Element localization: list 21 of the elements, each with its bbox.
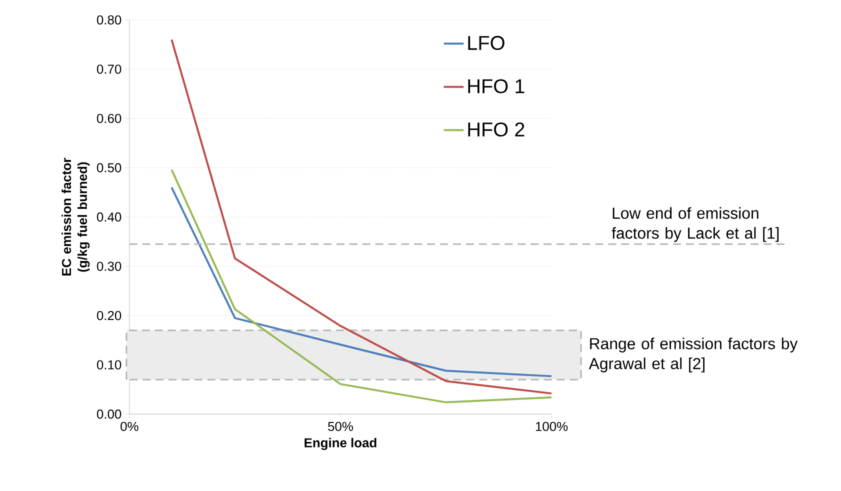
line-series: [170, 186, 553, 378]
y-tick-label: 0.20: [96, 311, 122, 320]
x-tick-label: 100%: [536, 422, 568, 432]
line-series: [170, 168, 553, 404]
x-axis-title: Engine load: [304, 438, 376, 450]
y-tick-label: 0.50: [96, 163, 122, 172]
y-tick-label: 0.30: [96, 262, 122, 271]
y-tick-label: 0.70: [96, 64, 122, 74]
x-tick-label: 50%: [328, 422, 353, 432]
y-tick-label: 0.00: [96, 410, 122, 419]
y-tick-label: 0.80: [96, 15, 122, 25]
legend-label: LFO: [468, 36, 504, 50]
band-label: Range of emission factors by Agrawal et al [2]: [588, 338, 798, 372]
legend-label: HFO 1: [468, 79, 524, 94]
y-tick-label: 0.40: [96, 212, 122, 222]
y-tick-label: 0.10: [96, 360, 122, 370]
legend-label: HFO 2: [468, 122, 524, 137]
y-tick-label: 0.60: [96, 114, 122, 124]
y-axis-title: EC emission factor (g/kg fuel burned): [62, 158, 90, 276]
ref-line-label: Low end of emission factors by Lack et al [1]: [612, 207, 779, 242]
x-tick-label: 0%: [120, 422, 138, 432]
